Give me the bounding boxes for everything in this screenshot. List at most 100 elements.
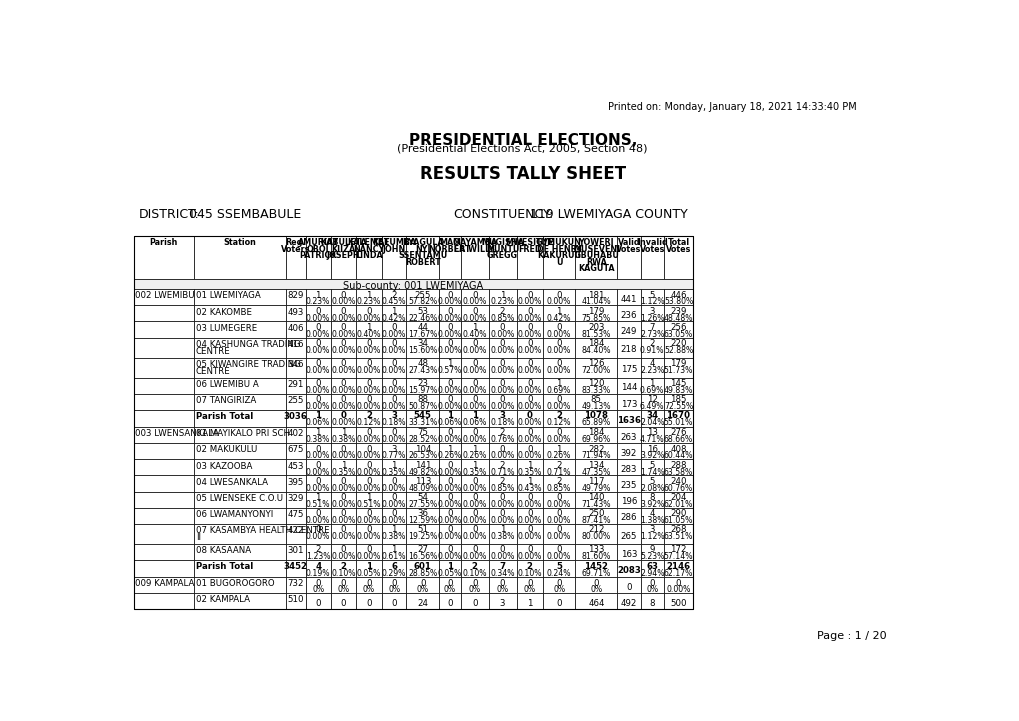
Text: 48.48%: 48.48% <box>663 314 693 323</box>
Bar <box>194 459 285 475</box>
Text: 0: 0 <box>340 379 345 388</box>
Bar <box>616 524 640 544</box>
Bar <box>663 443 693 459</box>
Text: 1: 1 <box>472 323 477 332</box>
Bar <box>575 378 616 394</box>
Text: 1: 1 <box>315 493 321 502</box>
Text: 003 LWENSANKALA: 003 LWENSANKALA <box>136 429 219 438</box>
Text: 395: 395 <box>287 478 304 487</box>
Bar <box>542 378 575 394</box>
Text: 0: 0 <box>315 339 321 348</box>
Bar <box>438 358 461 378</box>
Bar <box>330 322 356 337</box>
Bar <box>663 524 693 544</box>
Text: 0.00%: 0.00% <box>490 402 515 411</box>
Bar <box>616 322 640 337</box>
Bar <box>330 427 356 443</box>
Text: 1.12%: 1.12% <box>639 532 663 541</box>
Text: 0: 0 <box>556 599 561 608</box>
Bar <box>461 475 488 492</box>
Text: 0.00%: 0.00% <box>517 516 541 525</box>
Text: 63.58%: 63.58% <box>663 468 693 477</box>
Bar <box>438 378 461 394</box>
Bar <box>330 410 356 427</box>
Bar <box>381 492 407 508</box>
Text: 0.69%: 0.69% <box>546 386 571 395</box>
Bar <box>330 394 356 410</box>
Text: 1: 1 <box>315 291 321 299</box>
Text: 0%: 0% <box>417 585 428 595</box>
Text: 0: 0 <box>391 477 396 486</box>
Bar <box>438 475 461 492</box>
Bar <box>516 337 542 358</box>
Text: 63.05%: 63.05% <box>663 329 693 339</box>
Text: 675: 675 <box>287 446 304 454</box>
Text: 01 MAYIKALO PRI SCH: 01 MAYIKALO PRI SCH <box>196 429 289 438</box>
Text: 268: 268 <box>669 526 686 534</box>
Bar <box>194 322 285 337</box>
Text: 2: 2 <box>315 546 321 554</box>
Bar <box>616 289 640 305</box>
Text: 3: 3 <box>499 599 504 608</box>
Text: 408: 408 <box>669 445 686 454</box>
Text: 0.00%: 0.00% <box>306 314 330 323</box>
Text: 0.23%: 0.23% <box>306 298 330 306</box>
Bar <box>306 577 330 593</box>
Text: CENTRE: CENTRE <box>196 347 230 355</box>
Text: 34: 34 <box>645 412 657 420</box>
Text: 27.43%: 27.43% <box>408 366 437 375</box>
Bar <box>640 378 663 394</box>
Bar <box>516 544 542 560</box>
Text: 0: 0 <box>315 379 321 388</box>
Text: 71.94%: 71.94% <box>581 451 610 461</box>
Bar <box>306 475 330 492</box>
Text: 0.00%: 0.00% <box>517 552 541 562</box>
Text: DISTRICT:: DISTRICT: <box>139 208 199 221</box>
Bar <box>542 593 575 609</box>
Text: 81.60%: 81.60% <box>581 552 610 562</box>
Bar <box>438 289 461 305</box>
Bar <box>330 305 356 322</box>
Bar <box>381 508 407 524</box>
Text: 2: 2 <box>649 339 654 348</box>
Text: 27.55%: 27.55% <box>408 500 437 509</box>
Text: 402: 402 <box>287 429 304 438</box>
Text: 75: 75 <box>417 428 428 438</box>
Bar <box>381 593 407 609</box>
Bar <box>133 305 194 322</box>
Text: 1: 1 <box>556 306 561 316</box>
Bar <box>575 459 616 475</box>
Text: 0.00%: 0.00% <box>357 468 381 477</box>
Text: 0.00%: 0.00% <box>306 516 330 525</box>
Text: AMURIAT: AMURIAT <box>298 238 338 247</box>
Text: 0: 0 <box>556 509 561 518</box>
Bar <box>516 394 542 410</box>
Text: 0: 0 <box>366 428 371 438</box>
Text: 144: 144 <box>621 384 637 392</box>
Text: 002 LWEMIBU: 002 LWEMIBU <box>136 291 195 301</box>
Text: 55.01%: 55.01% <box>663 418 693 428</box>
Text: 8: 8 <box>649 599 654 608</box>
Text: 0.00%: 0.00% <box>462 435 486 444</box>
Bar <box>488 394 516 410</box>
Text: 0: 0 <box>527 445 532 454</box>
Bar <box>575 508 616 524</box>
Text: 0.12%: 0.12% <box>546 418 571 428</box>
Text: 33.31%: 33.31% <box>408 418 437 428</box>
Text: 0.00%: 0.00% <box>331 484 356 493</box>
Bar <box>663 577 693 593</box>
Text: 88: 88 <box>417 395 428 404</box>
Text: 0: 0 <box>340 599 345 608</box>
Bar <box>438 577 461 593</box>
Text: 0: 0 <box>366 379 371 388</box>
Text: 4.71%: 4.71% <box>639 435 663 444</box>
Text: 009 KAMPALA: 009 KAMPALA <box>136 579 195 588</box>
Bar <box>306 459 330 475</box>
Text: 0.00%: 0.00% <box>381 516 406 525</box>
Bar <box>133 560 194 577</box>
Text: Votes: Votes <box>665 244 691 254</box>
Text: 0: 0 <box>366 395 371 404</box>
Text: 62.01%: 62.01% <box>663 500 693 509</box>
Text: NYI: NYI <box>415 244 430 254</box>
Bar <box>640 443 663 459</box>
